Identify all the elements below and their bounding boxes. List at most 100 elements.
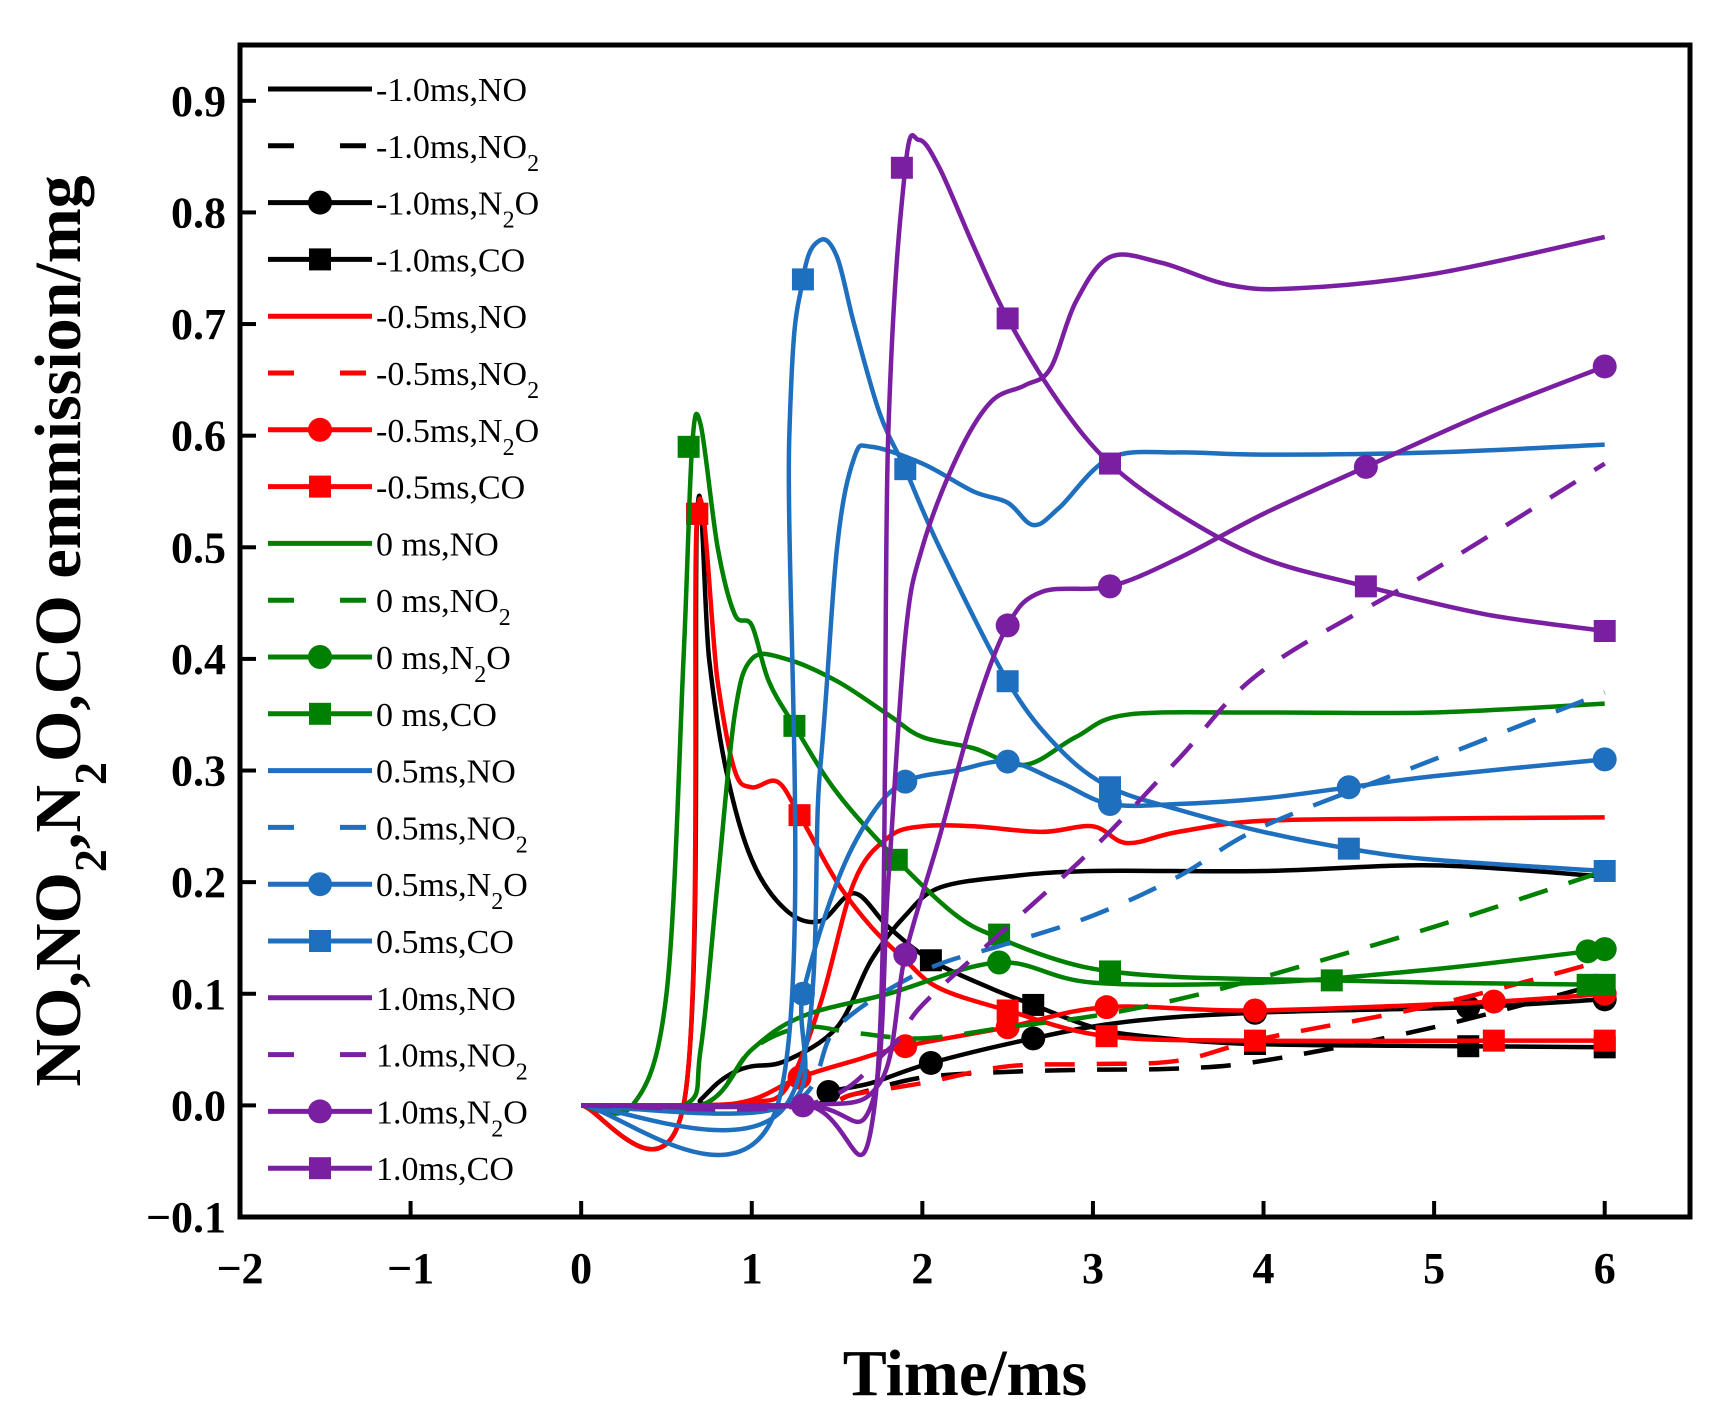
legend-marker xyxy=(309,702,331,725)
series-line xyxy=(581,364,1606,1110)
legend-label: -0.5ms,NO2 xyxy=(376,356,539,404)
data-point xyxy=(816,1079,841,1104)
y-tick-label: 0.5 xyxy=(171,523,226,572)
legend-entry: -0.5ms,N2O xyxy=(268,413,539,461)
y-tick-label: 0.6 xyxy=(171,412,226,461)
data-point xyxy=(790,981,815,1006)
series-line xyxy=(581,958,1606,1109)
legend-entry: 0.5ms,NO2 xyxy=(268,810,528,858)
series-line xyxy=(580,496,1605,1152)
data-point xyxy=(1354,575,1377,598)
legend-marker xyxy=(309,1157,331,1180)
legend-label: 0 ms,NO xyxy=(376,526,499,563)
series-15 xyxy=(580,237,1616,1158)
series-1 xyxy=(581,980,1606,1109)
legend-label: 1.0ms,NO xyxy=(376,981,516,1018)
legend-entry: -1.0ms,NO2 xyxy=(268,129,539,177)
data-point xyxy=(918,1050,943,1075)
y-tick-label: 0.3 xyxy=(171,747,226,796)
x-tick-label: 5 xyxy=(1423,1244,1445,1293)
series-line xyxy=(581,991,1605,1109)
x-tick-label: 0 xyxy=(570,1244,592,1293)
legend-entry: 0.5ms,CO xyxy=(268,924,514,961)
y-tick-label: 0.4 xyxy=(171,635,226,684)
data-point xyxy=(1593,973,1616,996)
series-line xyxy=(581,651,1605,1112)
series-7 xyxy=(580,496,1616,1152)
x-tick-label: −1 xyxy=(387,1244,434,1293)
x-tick-label: 6 xyxy=(1594,1244,1616,1293)
data-point xyxy=(1244,1029,1266,1052)
series-layer xyxy=(580,133,1617,1158)
legend-entry: -1.0ms,CO xyxy=(268,242,525,279)
legend-entry: 0 ms,NO2 xyxy=(268,583,511,631)
legend-marker xyxy=(308,1099,332,1124)
series-16 xyxy=(581,234,1606,1125)
y-tick-label: 0.7 xyxy=(171,300,226,349)
x-tick-label: 3 xyxy=(1082,1244,1104,1293)
legend-marker xyxy=(309,930,331,952)
series-line xyxy=(581,442,1605,1133)
series-8 xyxy=(581,651,1605,1112)
data-point xyxy=(1593,620,1616,642)
data-point xyxy=(1592,937,1617,962)
x-tick-label: 1 xyxy=(741,1244,763,1293)
legend-marker xyxy=(308,645,332,669)
series-14 xyxy=(581,747,1617,1116)
data-point xyxy=(893,942,918,967)
legend-entry: -0.5ms,NO xyxy=(268,299,527,336)
series-17 xyxy=(581,461,1606,1112)
data-point xyxy=(1353,454,1378,479)
data-point xyxy=(893,769,918,794)
legend-label: 1.0ms,NO2 xyxy=(376,1038,528,1086)
legend-entry: 0 ms,N2O xyxy=(268,640,511,688)
data-point xyxy=(1022,993,1045,1016)
x-tick-label: 4 xyxy=(1253,1244,1275,1293)
legend-label: 0.5ms,NO xyxy=(376,754,516,791)
legend-marker xyxy=(308,190,332,215)
y-tick-label: 0.1 xyxy=(171,970,226,1019)
legend-label: 0 ms,NO2 xyxy=(376,583,511,631)
series-19 xyxy=(581,133,1616,1158)
series-line xyxy=(581,461,1606,1112)
data-point xyxy=(1021,1026,1046,1051)
data-point xyxy=(995,613,1020,638)
data-point xyxy=(791,268,814,291)
data-point xyxy=(788,804,811,827)
legend-marker xyxy=(308,872,332,897)
legend-label: 0.5ms,CO xyxy=(376,924,514,961)
data-point xyxy=(996,307,1019,330)
data-point xyxy=(996,999,1019,1022)
data-point xyxy=(894,458,917,481)
data-point xyxy=(1592,354,1617,379)
legend-label: 0.5ms,NO2 xyxy=(376,810,528,858)
legend-label: -0.5ms,CO xyxy=(376,470,525,507)
data-point xyxy=(1320,969,1343,992)
legend-entry: -0.5ms,NO2 xyxy=(268,356,539,404)
data-point xyxy=(1243,998,1267,1023)
data-point xyxy=(1576,973,1599,996)
data-point xyxy=(686,502,709,525)
data-point xyxy=(987,950,1012,975)
axes: −2 −1 0 1 2 3 4 5 6 −0.1 0.0 0.1 0.2 0.3 0.4 0.5 0.6 0.7 0… xyxy=(146,77,1616,1293)
y-tick-label: 0.9 xyxy=(171,77,226,126)
y-tick-label: 0.8 xyxy=(171,188,226,237)
series-line xyxy=(581,946,1609,1112)
x-axis-title: Time/ms xyxy=(843,1337,1087,1410)
data-point xyxy=(1099,452,1121,475)
data-point xyxy=(1336,775,1361,800)
series-10 xyxy=(581,937,1617,1112)
y-tick-label: −0.1 xyxy=(146,1193,226,1242)
legend-label: -1.0ms,NO2 xyxy=(376,129,539,177)
data-point xyxy=(1094,995,1119,1020)
legend-entry: -1.0ms,N2O xyxy=(268,186,539,234)
series-12 xyxy=(581,442,1605,1133)
y-axis-title: NO,NO2,N2O,CO emmission/mg xyxy=(22,175,116,1086)
data-point xyxy=(1099,960,1121,983)
series-line xyxy=(581,980,1606,1109)
data-point xyxy=(919,949,942,972)
data-point xyxy=(1592,747,1617,772)
data-point xyxy=(1337,837,1360,860)
legend-entry: 1.0ms,N2O xyxy=(268,1094,528,1142)
